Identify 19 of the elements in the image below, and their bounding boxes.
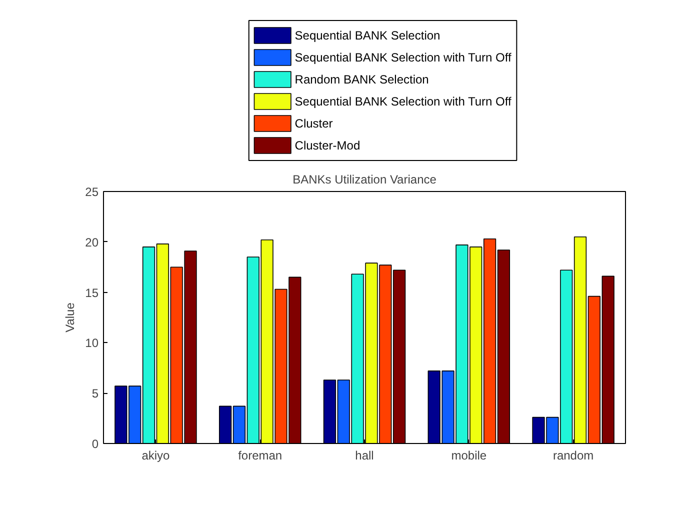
y-tick-label: 0 — [92, 437, 99, 451]
y-tick-label: 5 — [92, 386, 99, 401]
legend-label: Cluster — [294, 116, 333, 130]
x-tick-label: random — [552, 448, 594, 462]
legend-label: Sequential BANK Selection with Turn Off — [294, 50, 512, 64]
y-tick-label: 20 — [85, 235, 99, 250]
y-tick-label: 25 — [85, 185, 99, 199]
x-tick-label: hall — [355, 448, 374, 462]
y-axis-title: Value — [63, 302, 78, 332]
legend-label: Sequential BANK Selection with Turn Off — [294, 94, 512, 108]
x-tick-label: foreman — [238, 448, 282, 462]
y-tick-label: 15 — [85, 286, 99, 300]
legend-label: Random BANK Selection — [294, 72, 429, 86]
legend-label: Sequential BANK Selection — [294, 28, 440, 42]
x-tick-label: akiyo — [142, 448, 170, 462]
chart-title: BANKs Utilization Variance — [292, 172, 437, 186]
legend-label: Cluster-Mod — [294, 138, 360, 152]
y-tick-label: 10 — [85, 336, 99, 350]
x-tick-label: mobile — [451, 448, 487, 462]
